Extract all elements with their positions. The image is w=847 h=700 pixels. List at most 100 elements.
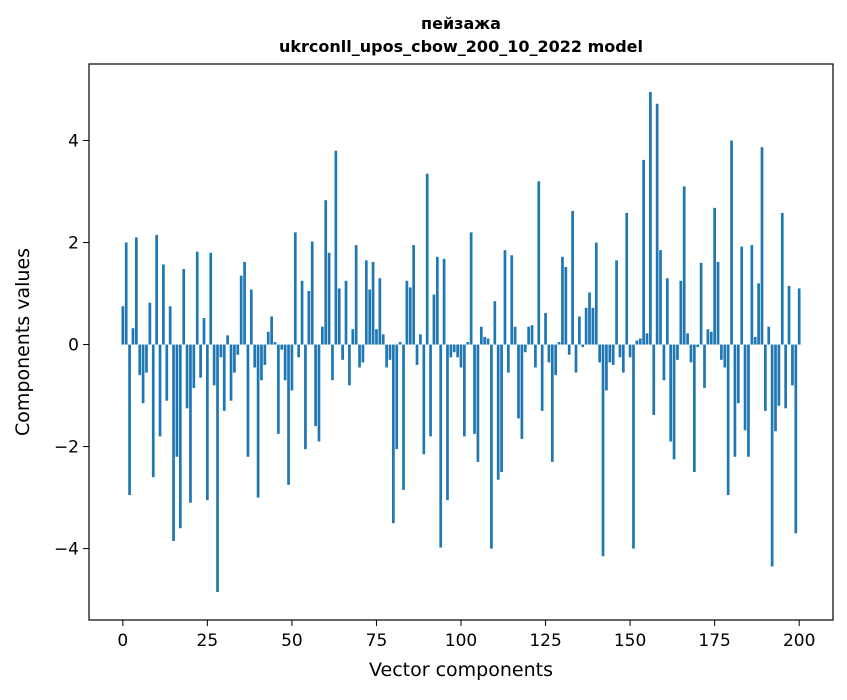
bar-86	[412, 245, 416, 345]
bar-141	[598, 344, 602, 363]
bar-133	[571, 210, 574, 345]
bar-34	[236, 344, 240, 355]
bar-130	[561, 256, 564, 345]
y-axis-label: Components values	[12, 248, 34, 436]
bar-40	[256, 344, 260, 498]
bar-48	[283, 344, 287, 381]
bar-105	[476, 344, 480, 462]
y-axis-ticks: −4 −2 0 2 4	[54, 132, 89, 560]
bar-154	[642, 159, 645, 345]
bar-174	[709, 331, 713, 345]
bar-62	[331, 344, 334, 381]
bar-156	[649, 92, 652, 345]
bar-12	[162, 264, 165, 345]
bar-113	[503, 250, 507, 345]
bar-8	[148, 302, 152, 345]
x-tick-label: 150	[614, 631, 646, 651]
bar-74	[371, 261, 375, 345]
bar-177	[720, 344, 723, 360]
bar-2	[128, 344, 131, 496]
bar-4	[134, 237, 138, 345]
bar-118	[520, 344, 524, 439]
bar-84	[405, 280, 409, 345]
bar-181	[733, 344, 737, 457]
bar-50	[290, 344, 294, 391]
bar-80	[392, 344, 395, 524]
bar-123	[537, 181, 541, 345]
x-tick-label: 0	[117, 631, 128, 651]
bar-35	[239, 275, 243, 345]
bar-135	[578, 316, 581, 345]
bar-31	[226, 335, 230, 345]
bar-171	[699, 262, 703, 345]
bar-151	[632, 344, 635, 549]
chart-title-line1: пейзажа	[421, 14, 501, 33]
bar-107	[483, 336, 487, 345]
bars-group	[121, 92, 801, 592]
bar-196	[784, 344, 788, 409]
bar-14	[168, 306, 172, 345]
bar-109	[490, 344, 493, 549]
bar-150	[628, 344, 632, 358]
bar-160	[662, 344, 666, 381]
y-tick-label: −4	[54, 540, 79, 560]
bar-78	[385, 344, 388, 368]
bar-163	[672, 344, 676, 460]
bar-152	[635, 340, 639, 345]
bar-115	[510, 255, 514, 345]
y-tick-label: 0	[68, 336, 79, 356]
bar-194	[777, 344, 781, 406]
bar-43	[266, 331, 270, 345]
bar-93	[435, 256, 439, 345]
bar-98	[452, 344, 456, 353]
bar-81	[395, 344, 399, 450]
bar-134	[574, 344, 578, 373]
y-tick-label: 4	[68, 132, 79, 152]
bar-16	[175, 344, 179, 457]
bar-24	[202, 318, 206, 345]
bar-59	[320, 326, 324, 345]
bar-76	[378, 278, 382, 345]
bar-57	[314, 344, 317, 427]
bar-126	[547, 344, 551, 363]
bar-170	[696, 344, 700, 348]
bar-175	[713, 207, 716, 345]
x-tick-label: 200	[783, 631, 815, 651]
bar-99	[456, 344, 459, 358]
x-tick-label: 75	[366, 631, 388, 651]
bar-161	[665, 278, 669, 345]
bar-140	[594, 242, 598, 345]
bar-139	[591, 307, 595, 345]
bar-200	[797, 288, 801, 345]
bar-112	[500, 344, 503, 473]
y-tick-label: 2	[68, 234, 79, 254]
bar-137	[584, 307, 588, 345]
bar-94	[439, 344, 443, 548]
chart-title-line2: ukrconll_upos_cbow_200_10_2022 model	[279, 37, 643, 56]
bar-67	[348, 344, 351, 386]
bar-29	[219, 344, 223, 358]
bar-83	[402, 344, 405, 490]
bar-108	[486, 338, 490, 345]
bar-167	[686, 333, 689, 345]
bar-79	[388, 344, 392, 360]
bar-96	[446, 344, 449, 501]
bar-172	[703, 344, 706, 388]
bar-6	[141, 344, 145, 404]
bar-169	[692, 344, 696, 473]
bar-45	[273, 342, 277, 345]
bar-168	[689, 344, 693, 363]
bar-42	[263, 344, 267, 365]
bar-155	[645, 333, 649, 345]
bar-120	[527, 326, 530, 345]
bar-17	[178, 344, 182, 529]
bar-173	[706, 329, 710, 345]
bar-23	[199, 344, 202, 378]
bar-186	[750, 245, 754, 345]
bar-142	[601, 344, 605, 557]
bar-0	[121, 306, 125, 345]
bar-22	[195, 251, 199, 345]
bar-77	[381, 334, 385, 345]
bar-111	[496, 344, 500, 480]
